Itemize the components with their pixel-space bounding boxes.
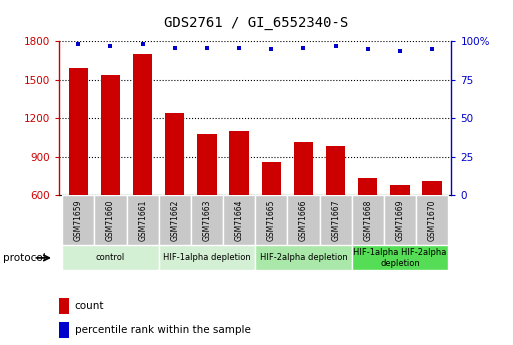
Text: GSM71669: GSM71669 xyxy=(396,199,404,241)
Text: GSM71662: GSM71662 xyxy=(170,199,180,240)
Text: HIF-1alpha depletion: HIF-1alpha depletion xyxy=(163,253,251,263)
Bar xyxy=(69,68,88,272)
Text: HIF-2alpha depletion: HIF-2alpha depletion xyxy=(260,253,347,263)
Text: GSM71670: GSM71670 xyxy=(428,199,437,241)
Point xyxy=(364,46,372,52)
Bar xyxy=(229,131,249,272)
Bar xyxy=(384,195,416,245)
Text: GSM71664: GSM71664 xyxy=(234,199,244,241)
Point xyxy=(300,45,308,50)
Point xyxy=(235,45,243,50)
Bar xyxy=(326,146,345,272)
Bar xyxy=(416,195,448,245)
Point xyxy=(139,42,147,47)
Bar xyxy=(358,178,378,272)
Bar xyxy=(320,195,352,245)
Point xyxy=(203,45,211,50)
Text: HIF-1alpha HIF-2alpha
depletion: HIF-1alpha HIF-2alpha depletion xyxy=(353,248,447,268)
Bar xyxy=(62,246,159,270)
Bar xyxy=(352,195,384,245)
Text: GSM71660: GSM71660 xyxy=(106,199,115,241)
Text: GSM71667: GSM71667 xyxy=(331,199,340,241)
Bar xyxy=(59,298,69,314)
Bar xyxy=(165,113,185,272)
Bar xyxy=(127,195,159,245)
Text: protocol: protocol xyxy=(3,253,45,263)
Bar xyxy=(255,246,352,270)
Bar xyxy=(390,185,409,272)
Point xyxy=(267,46,275,52)
Text: percentile rank within the sample: percentile rank within the sample xyxy=(75,325,250,335)
Text: GSM71665: GSM71665 xyxy=(267,199,276,241)
Text: GSM71666: GSM71666 xyxy=(299,199,308,241)
Bar xyxy=(191,195,223,245)
Bar xyxy=(255,195,287,245)
Point xyxy=(74,42,83,47)
Bar xyxy=(159,246,255,270)
Bar xyxy=(101,75,120,272)
Bar xyxy=(262,162,281,272)
Bar xyxy=(223,195,255,245)
Bar xyxy=(423,181,442,272)
Point xyxy=(331,43,340,49)
Text: GSM71668: GSM71668 xyxy=(363,199,372,240)
Text: GSM71663: GSM71663 xyxy=(203,199,211,241)
Text: count: count xyxy=(75,301,104,311)
Bar xyxy=(287,195,320,245)
Bar xyxy=(159,195,191,245)
Bar xyxy=(94,195,127,245)
Point xyxy=(171,45,179,50)
Bar xyxy=(62,195,94,245)
Bar xyxy=(294,142,313,272)
Bar xyxy=(59,322,69,338)
Bar xyxy=(198,134,216,272)
Bar xyxy=(133,54,152,272)
Text: GSM71659: GSM71659 xyxy=(74,199,83,241)
Point xyxy=(428,46,436,52)
Text: control: control xyxy=(96,253,125,263)
Text: GSM71661: GSM71661 xyxy=(138,199,147,240)
Point xyxy=(396,48,404,53)
Bar xyxy=(352,246,448,270)
Point xyxy=(106,43,114,49)
Text: GDS2761 / GI_6552340-S: GDS2761 / GI_6552340-S xyxy=(164,16,349,30)
